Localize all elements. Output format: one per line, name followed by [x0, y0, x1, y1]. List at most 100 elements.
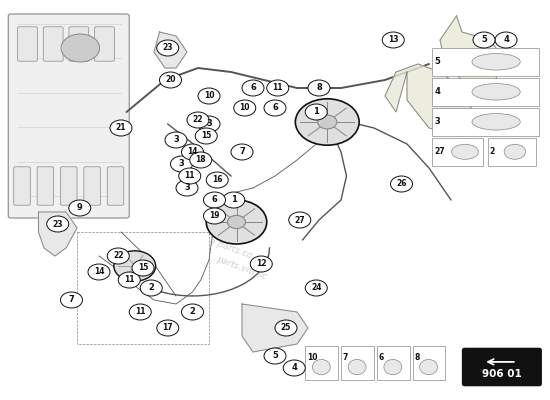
Circle shape — [473, 32, 495, 48]
Circle shape — [382, 32, 404, 48]
Text: 2: 2 — [190, 308, 195, 316]
FancyBboxPatch shape — [107, 167, 124, 205]
Text: 4: 4 — [434, 87, 441, 96]
Text: 6: 6 — [250, 84, 256, 92]
Circle shape — [308, 80, 330, 96]
Circle shape — [69, 200, 91, 216]
Text: 11: 11 — [184, 172, 195, 180]
Text: 22: 22 — [192, 116, 204, 124]
Circle shape — [110, 120, 132, 136]
Text: 3: 3 — [206, 120, 212, 128]
Circle shape — [198, 88, 220, 104]
Bar — [432, 138, 483, 166]
Circle shape — [195, 128, 217, 144]
Text: 20: 20 — [165, 76, 176, 84]
Circle shape — [228, 216, 245, 229]
Circle shape — [198, 116, 220, 132]
Ellipse shape — [472, 54, 520, 70]
FancyBboxPatch shape — [69, 27, 89, 61]
Polygon shape — [154, 32, 187, 68]
Text: 22: 22 — [113, 252, 124, 260]
Text: 7: 7 — [69, 296, 74, 304]
FancyBboxPatch shape — [95, 27, 114, 61]
Ellipse shape — [384, 360, 402, 375]
Circle shape — [289, 212, 311, 228]
Circle shape — [165, 132, 187, 148]
Circle shape — [242, 80, 264, 96]
Circle shape — [157, 320, 179, 336]
FancyBboxPatch shape — [14, 167, 30, 205]
Text: 5: 5 — [272, 352, 278, 360]
Text: 10: 10 — [204, 92, 214, 100]
Circle shape — [275, 320, 297, 336]
Circle shape — [179, 168, 201, 184]
FancyBboxPatch shape — [43, 27, 63, 61]
Circle shape — [190, 152, 212, 168]
Circle shape — [267, 80, 289, 96]
Ellipse shape — [348, 360, 366, 375]
Ellipse shape — [312, 360, 330, 375]
FancyBboxPatch shape — [8, 14, 129, 218]
Text: 4: 4 — [503, 36, 509, 44]
Text: 7: 7 — [343, 354, 348, 362]
Bar — [432, 108, 539, 136]
Bar — [77, 232, 209, 344]
FancyBboxPatch shape — [60, 167, 77, 205]
Text: 23: 23 — [52, 220, 63, 228]
Circle shape — [495, 32, 517, 48]
Polygon shape — [242, 304, 308, 352]
Text: 3: 3 — [179, 160, 184, 168]
Text: 16: 16 — [212, 176, 223, 184]
Bar — [305, 346, 338, 380]
Text: 1: 1 — [231, 196, 236, 204]
Circle shape — [160, 72, 182, 88]
Text: 8: 8 — [414, 354, 420, 362]
Ellipse shape — [452, 144, 478, 159]
Bar — [432, 48, 539, 76]
FancyBboxPatch shape — [84, 167, 100, 205]
Polygon shape — [385, 64, 473, 136]
Bar — [412, 346, 446, 380]
Circle shape — [107, 248, 129, 264]
Text: 13: 13 — [388, 36, 399, 44]
Circle shape — [283, 360, 305, 376]
Text: 14: 14 — [94, 268, 104, 276]
Circle shape — [318, 115, 337, 129]
Text: 19: 19 — [209, 212, 220, 220]
Text: 11: 11 — [135, 308, 146, 316]
Circle shape — [390, 176, 412, 192]
Circle shape — [182, 144, 204, 160]
Circle shape — [295, 99, 359, 145]
Circle shape — [206, 200, 267, 244]
Circle shape — [182, 304, 204, 320]
Text: 1: 1 — [314, 108, 319, 116]
Circle shape — [305, 104, 327, 120]
Text: 11: 11 — [272, 84, 283, 92]
Text: a parts.co: a parts.co — [208, 236, 254, 260]
Text: 2: 2 — [148, 284, 154, 292]
Circle shape — [47, 216, 69, 232]
Text: 3: 3 — [173, 136, 179, 144]
Circle shape — [176, 180, 198, 196]
Circle shape — [231, 144, 253, 160]
Text: 3: 3 — [434, 117, 440, 126]
Text: 17: 17 — [162, 324, 173, 332]
FancyBboxPatch shape — [37, 167, 53, 205]
Text: 10: 10 — [239, 104, 250, 112]
Circle shape — [204, 208, 226, 224]
Ellipse shape — [472, 84, 520, 100]
Text: 2: 2 — [489, 147, 494, 156]
Text: 5: 5 — [434, 57, 441, 66]
Circle shape — [250, 256, 272, 272]
Circle shape — [61, 34, 100, 62]
Circle shape — [114, 251, 156, 281]
Text: 3: 3 — [184, 184, 190, 192]
Text: 27: 27 — [434, 147, 444, 156]
Ellipse shape — [472, 114, 520, 130]
Polygon shape — [39, 212, 77, 256]
Text: 5: 5 — [481, 36, 487, 44]
Text: 21: 21 — [116, 124, 127, 132]
Text: 9: 9 — [77, 204, 82, 212]
Text: parts.vitrisc: parts.vitrisc — [215, 255, 269, 281]
Text: 7: 7 — [239, 148, 245, 156]
